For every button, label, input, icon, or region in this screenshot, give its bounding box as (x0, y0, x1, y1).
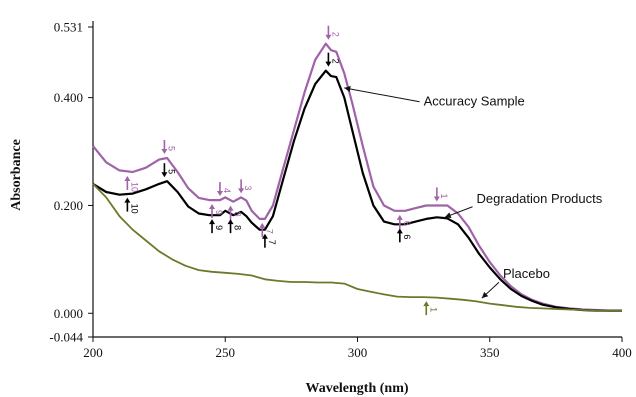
peak-marker-arrowhead (325, 61, 332, 67)
peak-marker-arrowhead (423, 301, 430, 307)
chart-peak-markers: 1 2 3 4 5 6 7 8 9 10 2 5 6 7 8 9 10 1 (124, 25, 449, 316)
peak-marker: 8 (227, 219, 243, 234)
peak-marker-arrowhead (161, 149, 168, 155)
peak-marker-arrowhead (433, 196, 440, 202)
peak-marker-arrowhead (259, 222, 266, 228)
peak-marker-arrowhead (396, 228, 403, 234)
peak-marker-arrowhead (227, 219, 234, 225)
peak-marker-label: 1 (439, 193, 449, 198)
annotation-label: Placebo (503, 266, 550, 281)
peak-marker: 7 (261, 233, 277, 248)
peak-marker: 4 (216, 182, 232, 197)
peak-marker-label: 2 (330, 32, 340, 37)
x-tick-label: 400 (612, 345, 632, 360)
peak-marker-arrowhead (124, 197, 131, 203)
y-tick-label: 0.400 (54, 90, 83, 105)
peak-marker: 6 (396, 214, 412, 229)
x-axis-title: Wavelength (nm) (305, 381, 408, 396)
series-line-accuracy (92, 69, 622, 312)
x-tick-label: 300 (348, 345, 368, 360)
peak-marker: 1 (433, 187, 449, 202)
peak-marker-label: 8 (233, 212, 243, 217)
series-line-placebo (92, 183, 622, 312)
peak-marker-label: 3 (243, 185, 253, 190)
peak-marker-arrowhead (209, 219, 216, 225)
y-tick-label: 0.000 (54, 306, 83, 321)
peak-marker-label: 10 (129, 204, 139, 214)
x-tick-label: 200 (83, 345, 103, 360)
peak-marker-arrowhead (261, 233, 268, 239)
chart-annotations: Accuracy Sample Degradation Products Place… (344, 86, 603, 299)
chart-ticks: 200 250 300 350 400 -0.044 0.000 0.200 0.400 0.53… (49, 20, 631, 361)
peak-marker-arrowhead (325, 34, 332, 40)
peak-marker-label: 4 (222, 188, 232, 193)
peak-marker: 1 (423, 301, 438, 316)
x-tick-label: 250 (216, 345, 236, 360)
peak-marker: 8 (227, 205, 243, 220)
peak-marker: 7 (259, 222, 274, 237)
peak-marker-label: 6 (402, 234, 412, 239)
peak-marker-arrowhead (124, 176, 131, 182)
peak-marker-label: 6 (402, 221, 412, 226)
annotation-arrowhead (481, 291, 489, 299)
peak-marker-arrowhead (238, 188, 245, 194)
peak-marker: 9 (209, 219, 224, 234)
peak-marker-label: 8 (233, 225, 243, 230)
peak-marker-label: 1 (428, 307, 438, 312)
peak-marker: 3 (238, 179, 253, 194)
peak-marker-label: 9 (214, 225, 224, 230)
y-tick-label: -0.044 (49, 330, 83, 345)
peak-marker-label: 7 (267, 240, 277, 245)
peak-marker-label: 5 (166, 169, 176, 174)
annotation-label: Accuracy Sample (424, 94, 525, 109)
peak-marker: 5 (161, 163, 176, 178)
peak-marker-arrowhead (227, 205, 234, 211)
annotation-arrowhead (444, 212, 452, 218)
peak-marker: 9 (209, 204, 224, 219)
y-tick-label: 0.531 (54, 20, 83, 35)
peak-marker-label: 10 (129, 182, 139, 192)
y-axis-title: Absorbance (9, 139, 24, 211)
annotation-leader (344, 87, 420, 103)
peak-marker: 10 (124, 197, 139, 214)
peak-marker: 2 (325, 52, 340, 67)
peak-marker: 6 (396, 228, 412, 243)
peak-marker: 5 (161, 140, 176, 155)
x-tick-label: 350 (480, 345, 500, 360)
peak-marker-label: 7 (264, 229, 274, 234)
peak-marker-label: 5 (166, 146, 176, 151)
peak-marker: 2 (325, 25, 340, 40)
peak-marker-arrowhead (216, 191, 223, 197)
annotation-arrowhead (344, 86, 351, 92)
peak-marker: 10 (124, 176, 139, 192)
peak-marker-label: 9 (214, 210, 224, 215)
peak-marker-arrowhead (209, 204, 216, 210)
annotation-label: Degradation Products (477, 191, 603, 206)
peak-marker-arrowhead (396, 214, 403, 220)
chart-series (92, 42, 622, 312)
series-line-degradation (92, 42, 622, 312)
y-tick-label: 0.200 (54, 198, 83, 213)
peak-marker-label: 2 (330, 59, 340, 64)
peak-marker-arrowhead (161, 172, 168, 178)
